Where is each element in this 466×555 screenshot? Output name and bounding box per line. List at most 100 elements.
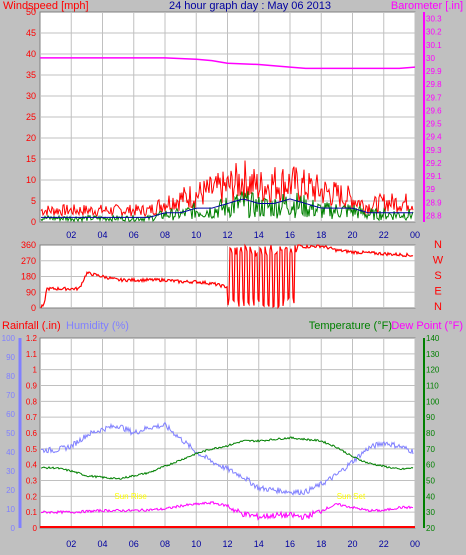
- humidity-y-tick-label: 20: [6, 486, 15, 495]
- barometer-y-tick-label: 29.5: [426, 120, 442, 129]
- temperature-x-tick-label: 00: [410, 539, 420, 549]
- wind-x-tick-label: 20: [347, 230, 357, 240]
- rainfall-y-tick-label: 0.1: [26, 508, 38, 517]
- barometer-y-tick-label: 28.8: [426, 211, 442, 220]
- humidity-y-tick-label: 90: [6, 353, 15, 362]
- sun-set-label: Sun Set: [337, 492, 366, 501]
- wind-x-tick-label: 16: [285, 230, 295, 240]
- wind-x-tick-label: 18: [316, 230, 326, 240]
- dew-point-line: [40, 500, 414, 521]
- humidity-y-tick-label: 60: [6, 410, 15, 419]
- barometer-axis-title: Barometer [.in]: [391, 0, 463, 12]
- temperature-x-tick-label: 12: [222, 539, 232, 549]
- humidity-y-tick-label: 40: [6, 448, 15, 457]
- humidity-y-tick-label: 0: [11, 524, 16, 533]
- temperature-x-tick-label: 18: [316, 539, 326, 549]
- barometer-y-tick-label: 30.1: [426, 41, 442, 50]
- temperature-x-tick-label: 14: [254, 539, 264, 549]
- barometer-y-tick-label: 29.4: [426, 133, 442, 142]
- rainfall-y-tick-label: 1: [33, 366, 38, 375]
- wind-x-tick-label: 12: [222, 230, 232, 240]
- temperature-y-tick-label: 30: [426, 508, 435, 517]
- temperature-y-tick-label: 110: [426, 382, 439, 391]
- humidity-y-tick-label: 50: [6, 429, 15, 438]
- barometer-y-tick-label: 29.6: [426, 106, 442, 115]
- compass-label: N: [434, 239, 442, 251]
- direction-y-tick-label: 0: [31, 303, 36, 313]
- sun-rise-label: Sun Rise: [114, 492, 147, 501]
- humidity-y-tick-label: 100: [2, 334, 16, 343]
- wind-y-tick-label: 25: [26, 112, 36, 122]
- compass-label: E: [434, 286, 441, 298]
- windspeed-axis-title: Windspeed [mph]: [3, 0, 89, 12]
- wind-x-tick-label: 04: [97, 230, 107, 240]
- windspeed-gust-line: [40, 160, 414, 218]
- temperature-y-tick-label: 90: [426, 413, 435, 422]
- dew-point-axis-title: Dew Point (°F): [391, 320, 463, 332]
- barometer-y-tick-label: 29.3: [426, 146, 442, 155]
- graph-title: 24 hour graph day : May 06 2013: [169, 0, 331, 12]
- temperature-y-tick-label: 60: [426, 461, 435, 470]
- rainfall-axis-title: Rainfall (.in): [2, 320, 61, 332]
- windspeed-smoothed-line: [41, 198, 413, 218]
- wind-y-tick-label: 50: [26, 7, 36, 17]
- barometer-y-tick-label: 30.3: [426, 15, 442, 24]
- wind-y-tick-label: 5: [31, 196, 36, 206]
- wind-y-tick-label: 10: [26, 175, 36, 185]
- temperature-axis-title: Temperature (°F): [309, 320, 392, 332]
- temperature-x-tick-label: 04: [97, 539, 107, 549]
- humidity-line: [40, 421, 414, 496]
- temperature-y-tick-label: 100: [426, 397, 440, 406]
- compass-label: S: [434, 270, 441, 282]
- wind-y-tick-label: 45: [26, 28, 36, 38]
- temperature-y-tick-label: 80: [426, 429, 435, 438]
- barometer-line: [40, 57, 416, 70]
- temperature-y-tick-label: 20: [426, 524, 435, 533]
- wind-x-tick-label: 08: [160, 230, 170, 240]
- temperature-line: [40, 436, 414, 480]
- barometer-y-tick-label: 30.2: [426, 28, 442, 37]
- temperature-y-tick-label: 140: [426, 334, 440, 343]
- barometer-y-tick-label: 29: [426, 185, 435, 194]
- direction-y-tick-label: 180: [21, 272, 36, 282]
- rainfall-y-tick-label: 0.8: [26, 397, 38, 406]
- humidity-axis-title: Humidity (%): [66, 320, 129, 332]
- wind-x-tick-label: 06: [129, 230, 139, 240]
- compass-label: W: [433, 255, 444, 267]
- temperature-x-tick-label: 10: [191, 539, 201, 549]
- wind-y-tick-label: 30: [26, 91, 36, 101]
- humidity-y-tick-label: 70: [6, 391, 15, 400]
- compass-label: N: [434, 301, 442, 313]
- rainfall-y-tick-label: 1.2: [26, 334, 38, 343]
- temperature-y-tick-label: 40: [426, 492, 435, 501]
- temperature-y-tick-label: 50: [426, 477, 435, 486]
- barometer-y-tick-label: 29.8: [426, 80, 442, 89]
- rainfall-y-tick-label: 0.4: [26, 461, 38, 470]
- temperature-x-tick-label: 20: [347, 539, 357, 549]
- wind-x-tick-label: 14: [254, 230, 264, 240]
- rainfall-y-tick-label: 0.3: [26, 477, 38, 486]
- wind-direction-line: [40, 243, 414, 310]
- temperature-y-tick-label: 130: [426, 350, 440, 359]
- barometer-y-tick-label: 28.9: [426, 198, 442, 207]
- wind-x-tick-label: 00: [410, 230, 420, 240]
- temperature-y-tick-label: 70: [426, 445, 435, 454]
- rainfall-y-tick-label: 0: [33, 524, 38, 533]
- barometer-y-tick-label: 30: [426, 54, 435, 63]
- barometer-y-tick-label: 29.7: [426, 93, 442, 102]
- wind-y-tick-label: 15: [26, 154, 36, 164]
- rainfall-y-tick-label: 0.6: [26, 429, 38, 438]
- direction-y-tick-label: 90: [26, 287, 36, 297]
- wind-x-tick-label: 22: [379, 230, 389, 240]
- barometer-y-tick-label: 29.1: [426, 172, 442, 181]
- rainfall-y-tick-label: 0.5: [26, 445, 38, 454]
- rainfall-y-tick-label: 0.7: [26, 413, 38, 422]
- humidity-y-tick-label: 10: [6, 505, 15, 514]
- wind-y-tick-label: 35: [26, 70, 36, 80]
- wind-x-tick-label: 02: [66, 230, 76, 240]
- temperature-x-tick-label: 06: [129, 539, 139, 549]
- barometer-y-tick-label: 29.2: [426, 159, 442, 168]
- rainfall-y-tick-label: 0.2: [26, 492, 38, 501]
- temperature-y-tick-label: 120: [426, 366, 440, 375]
